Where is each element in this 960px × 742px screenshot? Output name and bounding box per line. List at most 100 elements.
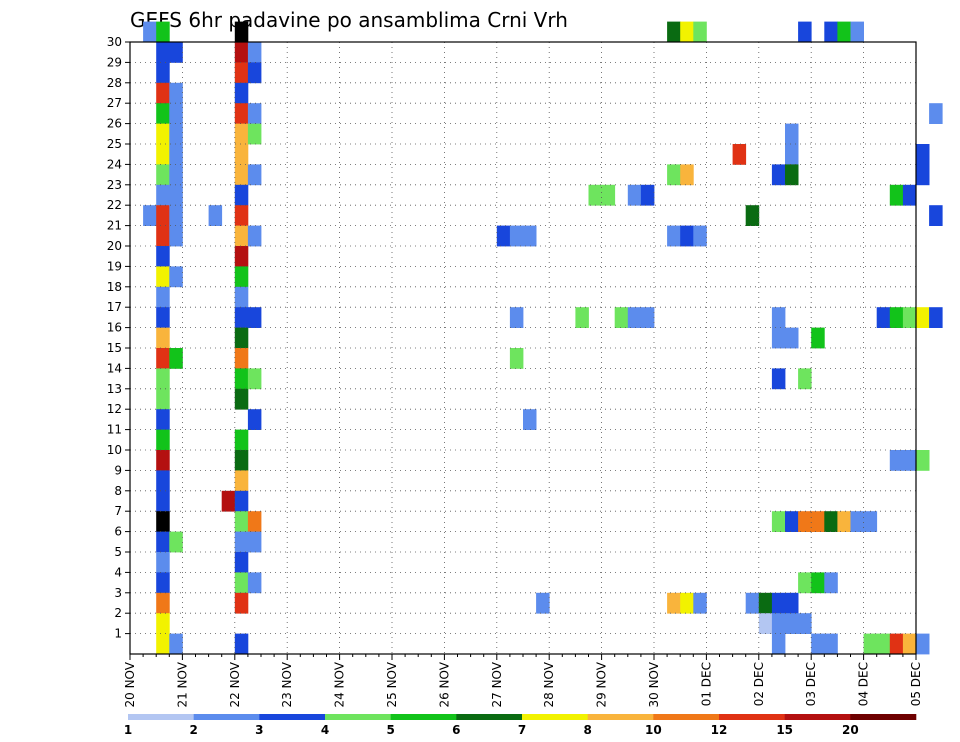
heatmap-cell (902, 633, 917, 655)
heatmap-cell (234, 246, 249, 267)
heatmap-cell (798, 613, 812, 634)
heatmap-cell (247, 511, 262, 532)
y-tick-label: 21 (107, 219, 122, 233)
heatmap-cell (234, 205, 249, 226)
y-tick-label: 29 (107, 55, 122, 69)
y-tick-label: 24 (107, 157, 122, 171)
heatmap-cell (837, 21, 851, 43)
heatmap-cell (850, 21, 864, 43)
heatmap-cell (156, 286, 170, 308)
heatmap-cell (680, 21, 694, 43)
y-tick-label: 9 (114, 463, 122, 477)
heatmap-cell (169, 123, 183, 145)
heatmap-cell (523, 225, 537, 247)
heatmap-cell (771, 307, 786, 328)
heatmap-cell (811, 511, 825, 532)
colorbar-label: 8 (583, 723, 591, 737)
heatmap-cell (667, 21, 681, 43)
colorbar-swatch (784, 714, 851, 720)
x-tick-label: 02 DEC (752, 662, 766, 706)
heatmap-cell (523, 409, 537, 430)
heatmap-cell (916, 307, 930, 328)
x-tick-label: 24 NOV (333, 661, 347, 707)
heatmap-cell (745, 205, 760, 226)
x-tick-label: 05 DEC (909, 662, 923, 706)
heatmap-cell (247, 531, 262, 553)
heatmap-cell (156, 21, 170, 43)
y-tick-label: 25 (107, 137, 122, 151)
heatmap-cell (667, 225, 681, 247)
x-tick-label: 28 NOV (542, 661, 556, 707)
heatmap-cell (785, 613, 799, 634)
heatmap-cell (929, 103, 943, 124)
heatmap-cell (824, 511, 838, 532)
colorbar-swatch (325, 714, 391, 720)
heatmap-cell (208, 205, 223, 226)
heatmap-cell (785, 123, 799, 145)
heatmap-cell (156, 531, 170, 553)
colorbar-label: 4 (321, 723, 329, 737)
heatmap-cell (234, 103, 249, 124)
heatmap-cell (640, 307, 655, 328)
heatmap-cell (234, 368, 249, 390)
heatmap-cell (234, 531, 249, 553)
heatmap-cell (732, 144, 747, 165)
heatmap-cell (588, 184, 602, 206)
heatmap-cell (680, 225, 694, 247)
colorbar-label: 5 (386, 723, 394, 737)
heatmap-cell (156, 613, 170, 634)
x-axis-ticks: 20 NOV 21 NOV 22 NOV 23 NOV 24 NOV 25 NOV 26 N… (123, 654, 923, 708)
y-tick-label: 18 (107, 280, 122, 294)
heatmap-cell (247, 103, 262, 124)
heatmap-cell (234, 470, 249, 492)
heatmap-cell (234, 286, 249, 308)
heatmap-cell (247, 123, 262, 145)
heatmap-cell (916, 164, 930, 186)
colorbar-swatch (850, 714, 917, 720)
colorbar-label: 10 (645, 723, 662, 737)
heatmap-cell (169, 82, 183, 104)
heatmap-cell (156, 633, 170, 655)
y-tick-label: 14 (107, 361, 122, 375)
x-tick-label: 30 NOV (647, 661, 661, 707)
heatmap-cell (156, 266, 170, 288)
y-tick-label: 12 (107, 402, 122, 416)
heatmap-cell (916, 633, 930, 655)
heatmap-cell (758, 592, 773, 614)
colorbar-label: 20 (842, 723, 859, 737)
heatmap-cell (916, 450, 930, 471)
heatmap-cell (156, 572, 170, 594)
heatmap-cell (156, 348, 170, 369)
colorbar-swatch (587, 714, 654, 720)
heatmap-cell (169, 348, 183, 369)
heatmap-cell (169, 225, 183, 247)
heatmap-cell (156, 368, 170, 390)
heatmap-cell (745, 592, 760, 614)
heatmap-cell (247, 225, 262, 247)
heatmap-cell (693, 225, 707, 247)
heatmap-cell (693, 21, 707, 43)
heatmap-cell (771, 368, 786, 390)
colorbar-swatch (259, 714, 326, 720)
heatmap-cell (234, 307, 249, 328)
heatmap-cell (234, 348, 249, 369)
heatmap-cell (837, 511, 851, 532)
heatmap-cell (234, 572, 249, 594)
heatmap-cell (785, 164, 799, 186)
x-tick-label: 23 NOV (280, 661, 294, 707)
y-tick-label: 19 (107, 259, 122, 273)
heatmap-cell (234, 144, 249, 165)
colorbar-swatch (456, 714, 523, 720)
heatmap-cell (156, 429, 170, 451)
heatmap-cell (785, 592, 799, 614)
chart-title: GEFS 6hr padavine po ansamblima Crni Vrh (130, 8, 568, 32)
heatmap-cell (496, 225, 511, 247)
heatmap-cell (627, 307, 642, 328)
heatmap-cell (889, 307, 904, 328)
heatmap-cell (811, 327, 825, 349)
heatmap-cell (234, 225, 249, 247)
heatmap-cell (902, 184, 917, 206)
colorbar-swatch (522, 714, 588, 720)
heatmap-cell (169, 184, 183, 206)
y-tick-label: 13 (107, 382, 122, 396)
